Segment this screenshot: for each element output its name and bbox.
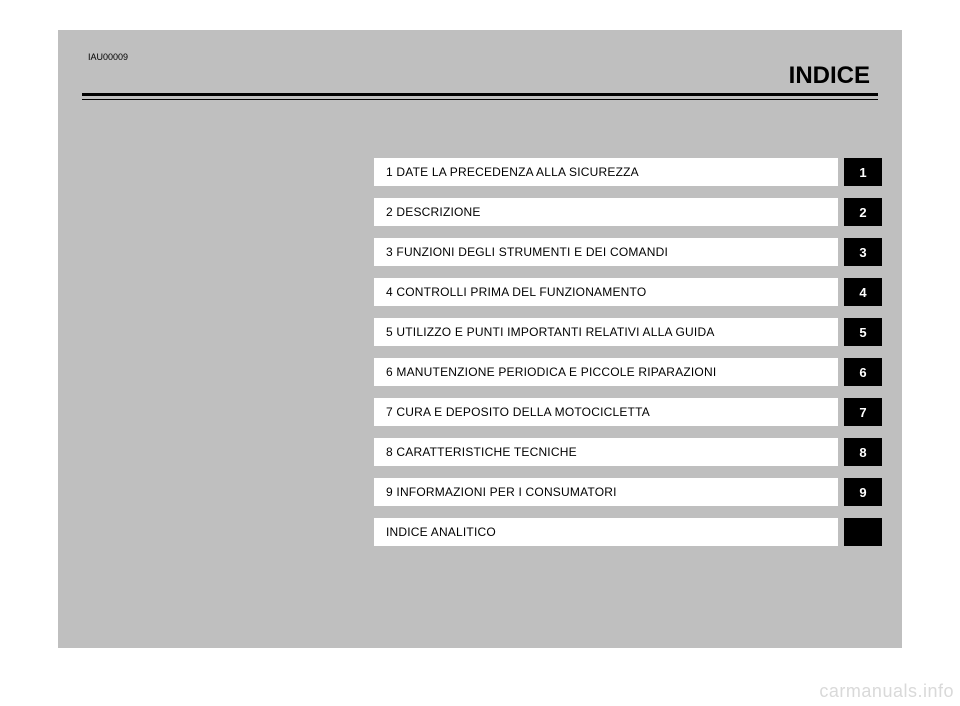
toc-list: 1 DATE LA PRECEDENZA ALLA SICUREZZA 1 2 … <box>374 158 882 558</box>
toc-row: 8 CARATTERISTICHE TECNICHE 8 <box>374 438 882 466</box>
toc-tab: 3 <box>844 238 882 266</box>
rule-thick <box>82 93 878 96</box>
toc-row: 1 DATE LA PRECEDENZA ALLA SICUREZZA 1 <box>374 158 882 186</box>
toc-tab: 4 <box>844 278 882 306</box>
toc-label: 7 CURA E DEPOSITO DELLA MOTOCICLETTA <box>374 398 838 426</box>
toc-row: 2 DESCRIZIONE 2 <box>374 198 882 226</box>
toc-row: 4 CONTROLLI PRIMA DEL FUNZIONAMENTO 4 <box>374 278 882 306</box>
watermark: carmanuals.info <box>819 681 954 702</box>
toc-row: 5 UTILIZZO E PUNTI IMPORTANTI RELATIVI A… <box>374 318 882 346</box>
toc-row: 6 MANUTENZIONE PERIODICA E PICCOLE RIPAR… <box>374 358 882 386</box>
toc-label: INDICE ANALITICO <box>374 518 838 546</box>
toc-tab <box>844 518 882 546</box>
toc-label: 2 DESCRIZIONE <box>374 198 838 226</box>
page-title: INDICE <box>789 62 870 90</box>
toc-label: 5 UTILIZZO E PUNTI IMPORTANTI RELATIVI A… <box>374 318 838 346</box>
toc-row: INDICE ANALITICO <box>374 518 882 546</box>
toc-tab: 9 <box>844 478 882 506</box>
toc-tab: 7 <box>844 398 882 426</box>
toc-row: 9 INFORMAZIONI PER I CONSUMATORI 9 <box>374 478 882 506</box>
toc-label: 4 CONTROLLI PRIMA DEL FUNZIONAMENTO <box>374 278 838 306</box>
toc-label: 6 MANUTENZIONE PERIODICA E PICCOLE RIPAR… <box>374 358 838 386</box>
toc-tab: 2 <box>844 198 882 226</box>
toc-label: 1 DATE LA PRECEDENZA ALLA SICUREZZA <box>374 158 838 186</box>
toc-row: 7 CURA E DEPOSITO DELLA MOTOCICLETTA 7 <box>374 398 882 426</box>
doc-code: IAU00009 <box>88 52 128 62</box>
toc-tab: 8 <box>844 438 882 466</box>
toc-tab: 6 <box>844 358 882 386</box>
toc-label: 3 FUNZIONI DEGLI STRUMENTI E DEI COMANDI <box>374 238 838 266</box>
toc-tab: 5 <box>844 318 882 346</box>
rule-thin <box>82 99 878 100</box>
manual-page: IAU00009 INDICE 1 DATE LA PRECEDENZA ALL… <box>58 30 902 648</box>
toc-row: 3 FUNZIONI DEGLI STRUMENTI E DEI COMANDI… <box>374 238 882 266</box>
toc-label: 8 CARATTERISTICHE TECNICHE <box>374 438 838 466</box>
toc-tab: 1 <box>844 158 882 186</box>
toc-label: 9 INFORMAZIONI PER I CONSUMATORI <box>374 478 838 506</box>
